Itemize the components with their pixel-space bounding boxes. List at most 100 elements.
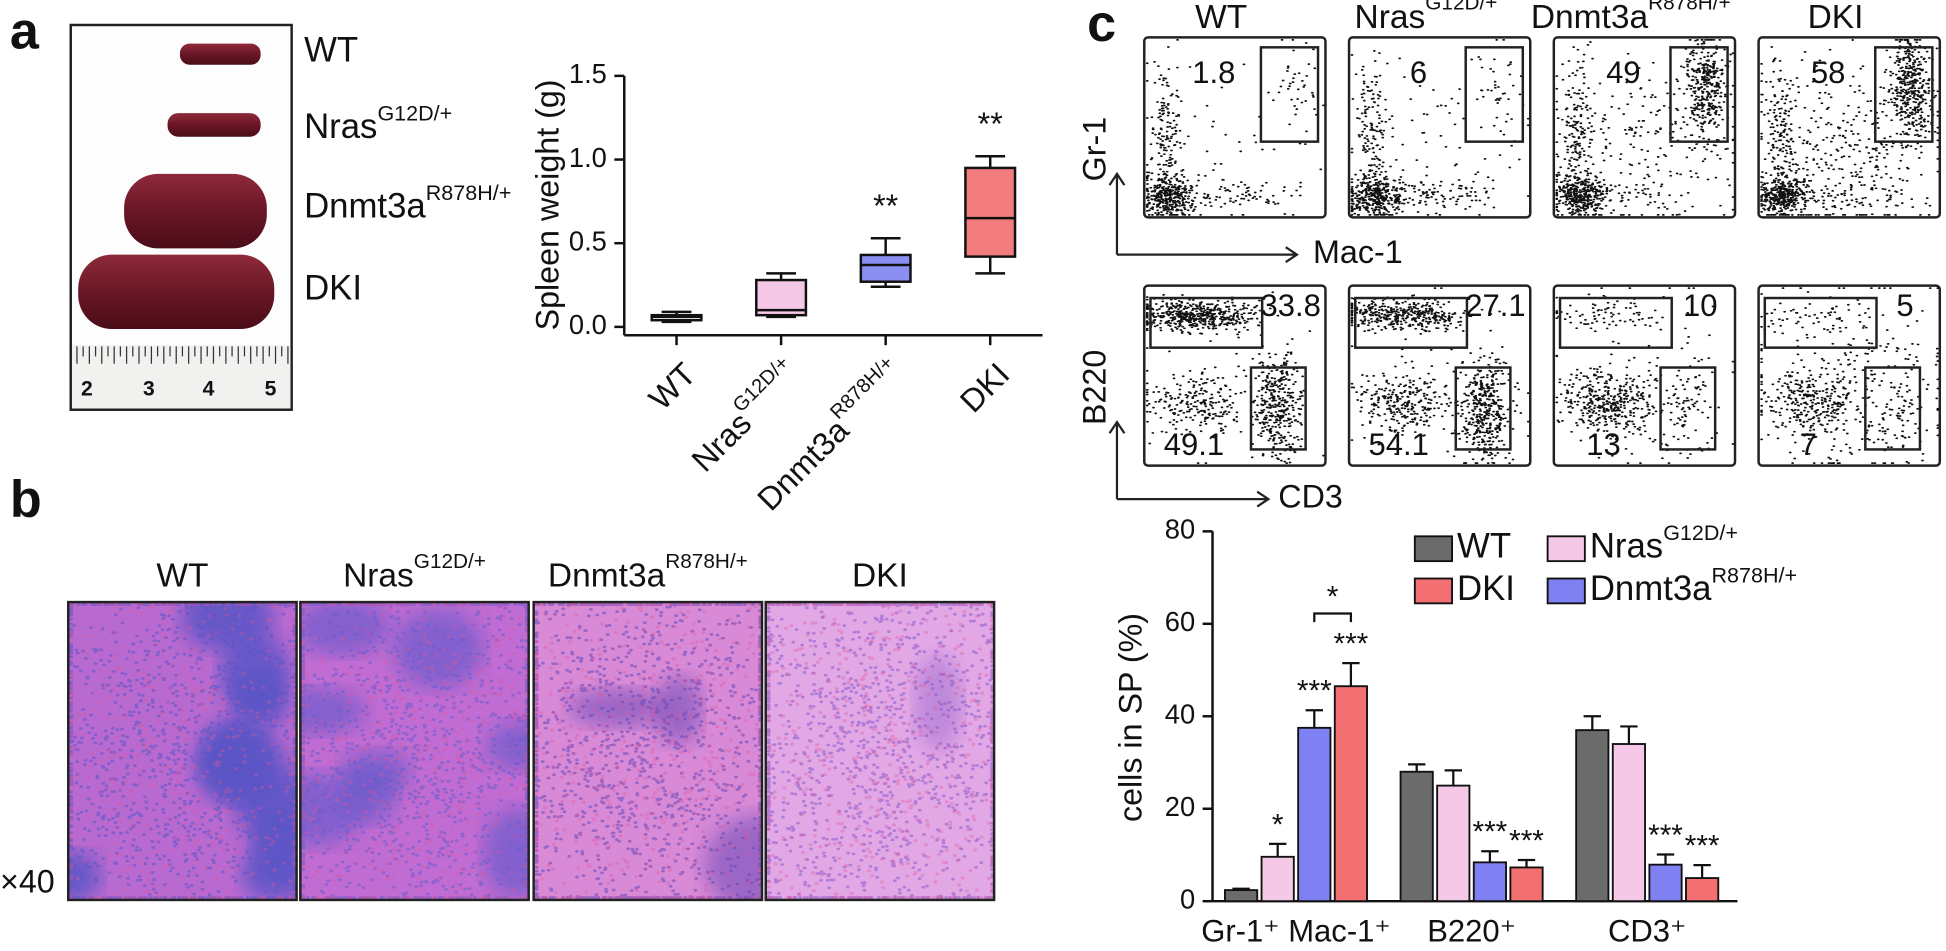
red-pulp [69,603,297,900]
label-superscript: R878H/+ [1711,563,1797,587]
x-tick-label: Gr-1⁺ Mac-1⁺ [1201,914,1391,949]
gate-value: 27.1 [1465,288,1525,323]
bar [1685,877,1720,903]
box [964,166,1017,258]
cells [766,603,994,899]
y-axis-label: Spleen weight (g) [529,79,565,330]
histology-image [533,602,763,900]
flow-events [1350,39,1530,216]
whisker-high [870,236,901,255]
label: DKI [953,356,1016,419]
label: WT [1457,528,1511,566]
label-superscript: G12D/+ [729,352,794,417]
flow-plot [1143,36,1327,219]
ruler-label: 5 [265,377,277,400]
white-pulp [567,688,669,728]
label-text: WT [156,557,208,594]
label-superscript: G12D/+ [377,101,452,125]
gate [1454,366,1512,451]
label: WT [641,356,702,417]
histology-frame [67,600,298,902]
error-bar [1342,661,1360,687]
panel-label: c [1087,0,1116,53]
axis-arrow [1108,171,1299,263]
gate [1249,366,1307,451]
flow-events [1760,287,1940,464]
histology-frame [299,600,530,902]
axis-label: CD3 [1278,479,1343,515]
gate-value: 6 [1410,55,1427,90]
magnification: ×40 [0,863,55,899]
label-text: DKI [953,356,1016,419]
gate [1259,46,1320,143]
ruler-label: 2 [81,377,93,400]
cells [301,603,529,899]
label: Dnmt3aR878H/+ [1590,563,1797,608]
label: WT [156,557,208,594]
label-text: Dnmt3a [750,412,855,517]
label: NrasG12D/+ [304,101,452,146]
bar [1611,743,1646,903]
bar [1509,866,1544,903]
white-pulp [241,843,297,900]
bar [1224,889,1259,903]
label-superscript: R878H/+ [826,352,898,424]
gate [1464,46,1525,143]
whisker-high [975,154,1006,168]
label-text: Nras [1355,0,1426,36]
error-bar [1407,763,1426,772]
label: Dnmt3aR878H/+ [304,181,511,226]
flow-events [1145,291,1325,464]
legend-swatch [1413,577,1453,605]
significance: * [1272,808,1284,841]
significance: *** [1297,675,1332,708]
flow-plot [1347,36,1532,219]
label: NrasG12D/+ [1590,521,1738,566]
flow-plot [1552,36,1737,219]
gate-value: 10 [1683,288,1718,323]
gate-value: 13 [1586,427,1621,462]
gate-value: 1.8 [1192,55,1235,90]
comparison-bracket [1313,612,1353,623]
label-text: Nras [304,108,377,146]
gate-value: 5 [1896,288,1913,323]
whisker-low [975,256,1006,275]
label: WT [1195,0,1247,36]
flow-events [1555,39,1735,216]
bar [1436,784,1471,903]
label: WT [304,31,358,69]
cells [69,603,297,899]
gate-value: 58 [1811,55,1846,90]
label: DKI [1808,0,1864,36]
flow-plot [1552,284,1737,467]
y-tick-label: 0.0 [569,309,607,340]
gate [1763,296,1878,349]
flow-events [1145,39,1325,216]
significance: ** [978,106,1004,142]
label-text: Nras [1590,528,1663,566]
cells [534,603,762,899]
spleen [78,254,275,330]
axis-label: Mac-1 [1313,234,1403,270]
histology-frame [764,600,996,902]
gate-value: 7 [1800,427,1817,462]
label-superscript: R878H/+ [426,181,512,205]
gate-value: 33.8 [1261,288,1321,323]
error-bar [1656,853,1675,865]
gate [1149,296,1264,349]
spleen [124,173,267,249]
bar [1260,855,1295,903]
error-bar [1268,842,1287,857]
flow-events [1350,287,1530,464]
label: NrasG12D/+ [343,551,486,594]
y-tick-label: 1.5 [569,58,607,89]
label: Dnmt3aR878H/+ [1531,0,1731,36]
spleen [179,43,261,65]
label-text: WT [304,31,358,69]
histology-image [765,602,995,900]
significance: ** [873,188,899,224]
label: NrasG12D/+ [1355,0,1498,36]
comparison-label: * [1327,580,1339,613]
y-axis-label: cells in SP (%) [1113,613,1149,822]
